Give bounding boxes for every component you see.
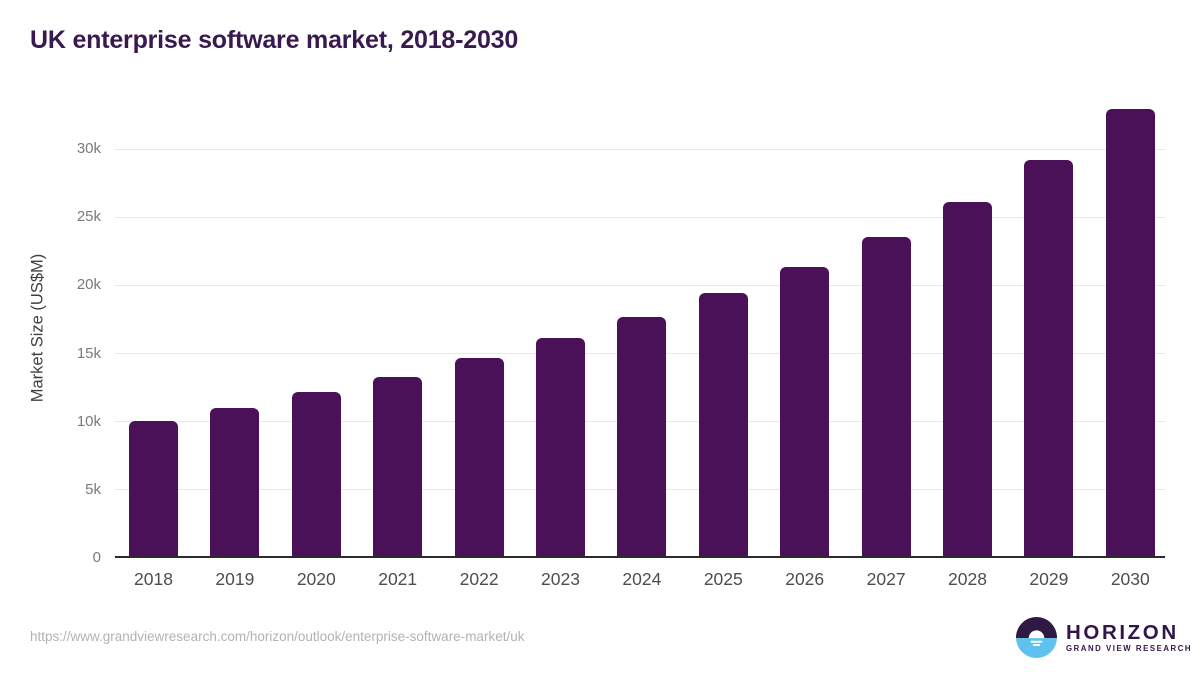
plot-area: 0 5k 10k 15k 20k 25k 30k 2018 2019 2020 2021 2022 20… xyxy=(77,98,1165,589)
horizon-logo-text: HORIZON GRAND VIEW RESEARCH xyxy=(1066,620,1193,654)
x-tick-label-2022: 2022 xyxy=(459,569,499,589)
y-tick-label: 0 xyxy=(92,549,101,566)
y-tick-label: 5k xyxy=(85,480,101,498)
x-tick-label-2024: 2024 xyxy=(622,569,662,589)
x-tick-label-2021: 2021 xyxy=(378,569,418,589)
horizon-logo: HORIZON GRAND VIEW RESEARCH xyxy=(1016,617,1192,658)
x-tick-label-2020: 2020 xyxy=(296,569,336,589)
bar-2022[interactable] xyxy=(454,358,504,556)
bar-2028[interactable] xyxy=(943,201,992,556)
chart-title: UK enterprise software market, 2018-2030 xyxy=(30,26,519,54)
bar-2025[interactable] xyxy=(698,292,748,556)
x-tick-label-2030: 2030 xyxy=(1110,569,1150,589)
gridline xyxy=(115,148,1165,150)
bar-2018[interactable] xyxy=(129,421,178,556)
bar-2026[interactable] xyxy=(780,267,830,556)
horizon-logo-icon xyxy=(1016,617,1057,658)
y-axis-title: Market Size (US$M) xyxy=(28,253,47,403)
horizon-logo-subbrand: GRAND VIEW RESEARCH xyxy=(1066,643,1193,653)
x-axis-line xyxy=(115,556,1165,558)
gridline xyxy=(115,284,1165,286)
x-tick-label-2019: 2019 xyxy=(215,569,255,589)
bar-2020[interactable] xyxy=(291,391,341,556)
bar-2030[interactable] xyxy=(1105,108,1155,556)
x-tick-label-2027: 2027 xyxy=(866,569,906,589)
horizon-logo-brand: HORIZON xyxy=(1066,620,1179,644)
x-tick-label-2025: 2025 xyxy=(703,569,743,589)
y-tick-label: 10k xyxy=(76,412,101,430)
y-tick-label: 25k xyxy=(76,208,101,226)
bar-2029[interactable] xyxy=(1024,160,1074,556)
x-tick-label-2028: 2028 xyxy=(948,569,987,589)
source-url: https://www.grandviewresearch.com/horizo… xyxy=(30,629,525,644)
x-tick-label-2023: 2023 xyxy=(541,569,580,589)
y-tick-label: 20k xyxy=(76,276,101,294)
bar-2024[interactable] xyxy=(617,316,667,556)
y-tick-label: 15k xyxy=(76,344,101,362)
bar-2027[interactable] xyxy=(861,237,911,556)
bar-2019[interactable] xyxy=(210,408,260,556)
x-tick-label-2029: 2029 xyxy=(1029,569,1069,589)
x-tick-label-2026: 2026 xyxy=(785,569,825,589)
bar-2021[interactable] xyxy=(373,376,423,556)
gridline xyxy=(115,216,1165,218)
x-tick-label-2018: 2018 xyxy=(134,569,173,589)
y-tick-label: 30k xyxy=(76,140,101,158)
bar-2023[interactable] xyxy=(536,337,585,556)
